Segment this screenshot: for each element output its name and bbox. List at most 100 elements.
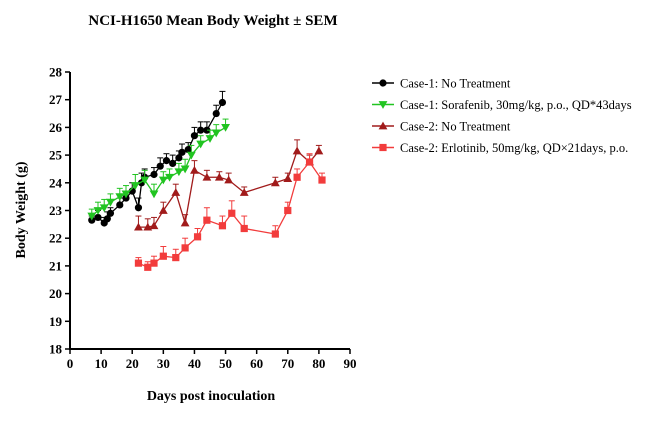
data-point: [99, 204, 109, 213]
legend-item: Case-1: Sorafenib, 30mg/kg, p.o., QD*43d…: [372, 98, 632, 112]
series-line: [138, 149, 320, 228]
data-point: [150, 259, 158, 267]
x-tick-label: 60: [250, 356, 263, 371]
data-point: [197, 126, 205, 134]
data-point: [211, 129, 221, 138]
legend-marker: [379, 143, 387, 152]
plot-area: [87, 90, 326, 271]
series-line: [138, 160, 323, 269]
x-tick-label: 90: [344, 356, 357, 371]
x-tick-label: 50: [219, 356, 232, 371]
y-axis-title: Body Weight (g): [14, 161, 29, 258]
y-tick-label: 19: [49, 314, 63, 329]
data-point: [103, 215, 111, 223]
data-point: [115, 193, 125, 202]
data-point: [121, 190, 131, 199]
data-point: [180, 165, 190, 174]
data-point: [305, 158, 314, 166]
data-point: [158, 206, 168, 214]
legend-label: Case-1: Sorafenib, 30mg/kg, p.o., QD*43d…: [400, 98, 632, 112]
data-point: [190, 165, 199, 174]
series-4: [134, 153, 326, 271]
data-point: [116, 201, 124, 209]
y-tick-label: 27: [49, 92, 63, 107]
y-tick-label: 23: [49, 203, 63, 218]
data-point: [314, 146, 324, 155]
y-tick-label: 25: [49, 148, 63, 163]
y-tick-label: 24: [49, 175, 63, 190]
data-point: [150, 170, 158, 179]
data-point: [106, 209, 115, 217]
ticks: 0 10 20 30 40 50 60 70 80 90 18 19 20 21 22 23 24 25 26 27 2…: [49, 65, 357, 372]
y-tick-label: 22: [49, 231, 62, 246]
y-tick-label: 20: [49, 286, 62, 301]
data-point: [93, 207, 103, 215]
legend-marker: [378, 121, 388, 130]
data-point: [175, 154, 183, 162]
legend-marker: [379, 79, 387, 87]
data-point: [87, 212, 97, 221]
data-point: [203, 216, 211, 224]
chart-title: NCI-H1650 Mean Body Weight ± SEM: [88, 13, 337, 29]
x-tick-label: 0: [67, 356, 74, 371]
y-tick-label: 26: [49, 120, 63, 135]
data-point: [239, 188, 249, 196]
data-point: [149, 190, 159, 199]
y-tick-label: 18: [49, 342, 63, 357]
x-tick-label: 30: [157, 356, 170, 371]
data-point: [134, 222, 143, 231]
data-point: [178, 148, 186, 156]
data-point: [293, 173, 301, 181]
data-point: [165, 173, 174, 182]
data-point: [318, 176, 326, 184]
data-point: [180, 218, 190, 227]
data-point: [228, 209, 236, 217]
data-point: [169, 159, 177, 168]
data-point: [190, 132, 199, 140]
legend: Case-1: No Treatment Case-1: Sorafenib, 3…: [372, 77, 632, 155]
data-point: [193, 233, 202, 241]
data-point: [134, 259, 143, 267]
data-point: [218, 222, 227, 230]
data-point: [158, 176, 168, 185]
legend-label: Case-2: Erlotinib, 50mg/kg, QD×21days, p…: [400, 141, 628, 155]
data-point: [292, 146, 302, 155]
data-point: [94, 213, 102, 222]
x-tick-label: 20: [126, 356, 139, 371]
data-point: [134, 204, 143, 212]
data-point: [283, 174, 293, 183]
data-point: [221, 124, 230, 132]
x-tick-label: 10: [95, 356, 108, 371]
data-point: [130, 182, 140, 190]
legend-label: Case-1: No Treatment: [400, 77, 511, 91]
data-point: [186, 151, 196, 160]
data-point: [184, 145, 192, 154]
data-point: [196, 140, 206, 149]
legend-item: Case-2: Erlotinib, 50mg/kg, QD×21days, p…: [372, 141, 628, 155]
data-point: [172, 253, 180, 262]
legend-item: Case-1: No Treatment: [372, 77, 511, 91]
legend-item: Case-2: No Treatment: [372, 120, 511, 134]
data-point: [174, 168, 184, 177]
data-point: [240, 224, 248, 233]
data-point: [202, 172, 212, 181]
data-point: [156, 162, 164, 170]
data-point: [106, 198, 115, 207]
x-axis-title: Days post inoculation: [147, 389, 276, 404]
y-tick-label: 21: [49, 258, 62, 273]
series-1: [88, 90, 227, 227]
data-point: [171, 188, 181, 196]
data-point: [181, 244, 189, 252]
data-point: [205, 135, 215, 143]
data-point: [218, 98, 227, 107]
data-point: [144, 263, 152, 271]
data-point: [271, 230, 279, 238]
legend-marker: [378, 101, 388, 109]
data-point: [270, 178, 280, 187]
data-point: [159, 252, 167, 260]
data-point: [140, 176, 150, 185]
data-point: [149, 221, 159, 230]
x-tick-label: 70: [281, 356, 294, 371]
x-tick-label: 80: [312, 356, 325, 371]
